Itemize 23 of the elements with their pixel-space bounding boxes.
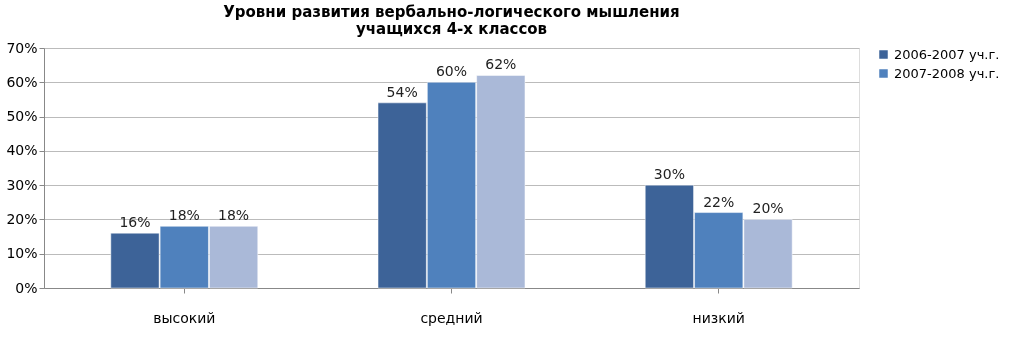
data-label: 62% bbox=[485, 56, 517, 73]
x-tick-label: высокий bbox=[153, 309, 216, 326]
data-label: 16% bbox=[119, 214, 151, 231]
x-tick-label: средний bbox=[420, 309, 483, 326]
y-tick-label: 70% bbox=[6, 39, 38, 56]
chart-title: Уровни развития вербально-логического мышления учащихся 4-х классов bbox=[223, 3, 680, 38]
y-tick-label: 10% bbox=[6, 245, 38, 262]
data-label: 30% bbox=[653, 166, 685, 183]
y-tick-label: 40% bbox=[6, 142, 38, 159]
data-label: 20% bbox=[752, 200, 784, 217]
legend-label: 2007-2008 уч.г. bbox=[894, 65, 1000, 81]
y-tick-label: 20% bbox=[6, 210, 38, 227]
data-label: 18% bbox=[218, 207, 250, 224]
data-label: 22% bbox=[703, 193, 735, 210]
x-tick-label: низкий bbox=[692, 309, 745, 326]
y-tick-label: 50% bbox=[6, 108, 38, 125]
y-tick-label: 60% bbox=[6, 73, 38, 90]
y-tick-label: 30% bbox=[6, 176, 38, 193]
data-label: 18% bbox=[168, 207, 200, 224]
data-label: 60% bbox=[435, 63, 468, 80]
y-tick-label: 0% bbox=[15, 279, 38, 296]
legend-label: 2006-2007 уч.г. bbox=[894, 46, 1000, 62]
data-label: 54% bbox=[386, 83, 418, 100]
